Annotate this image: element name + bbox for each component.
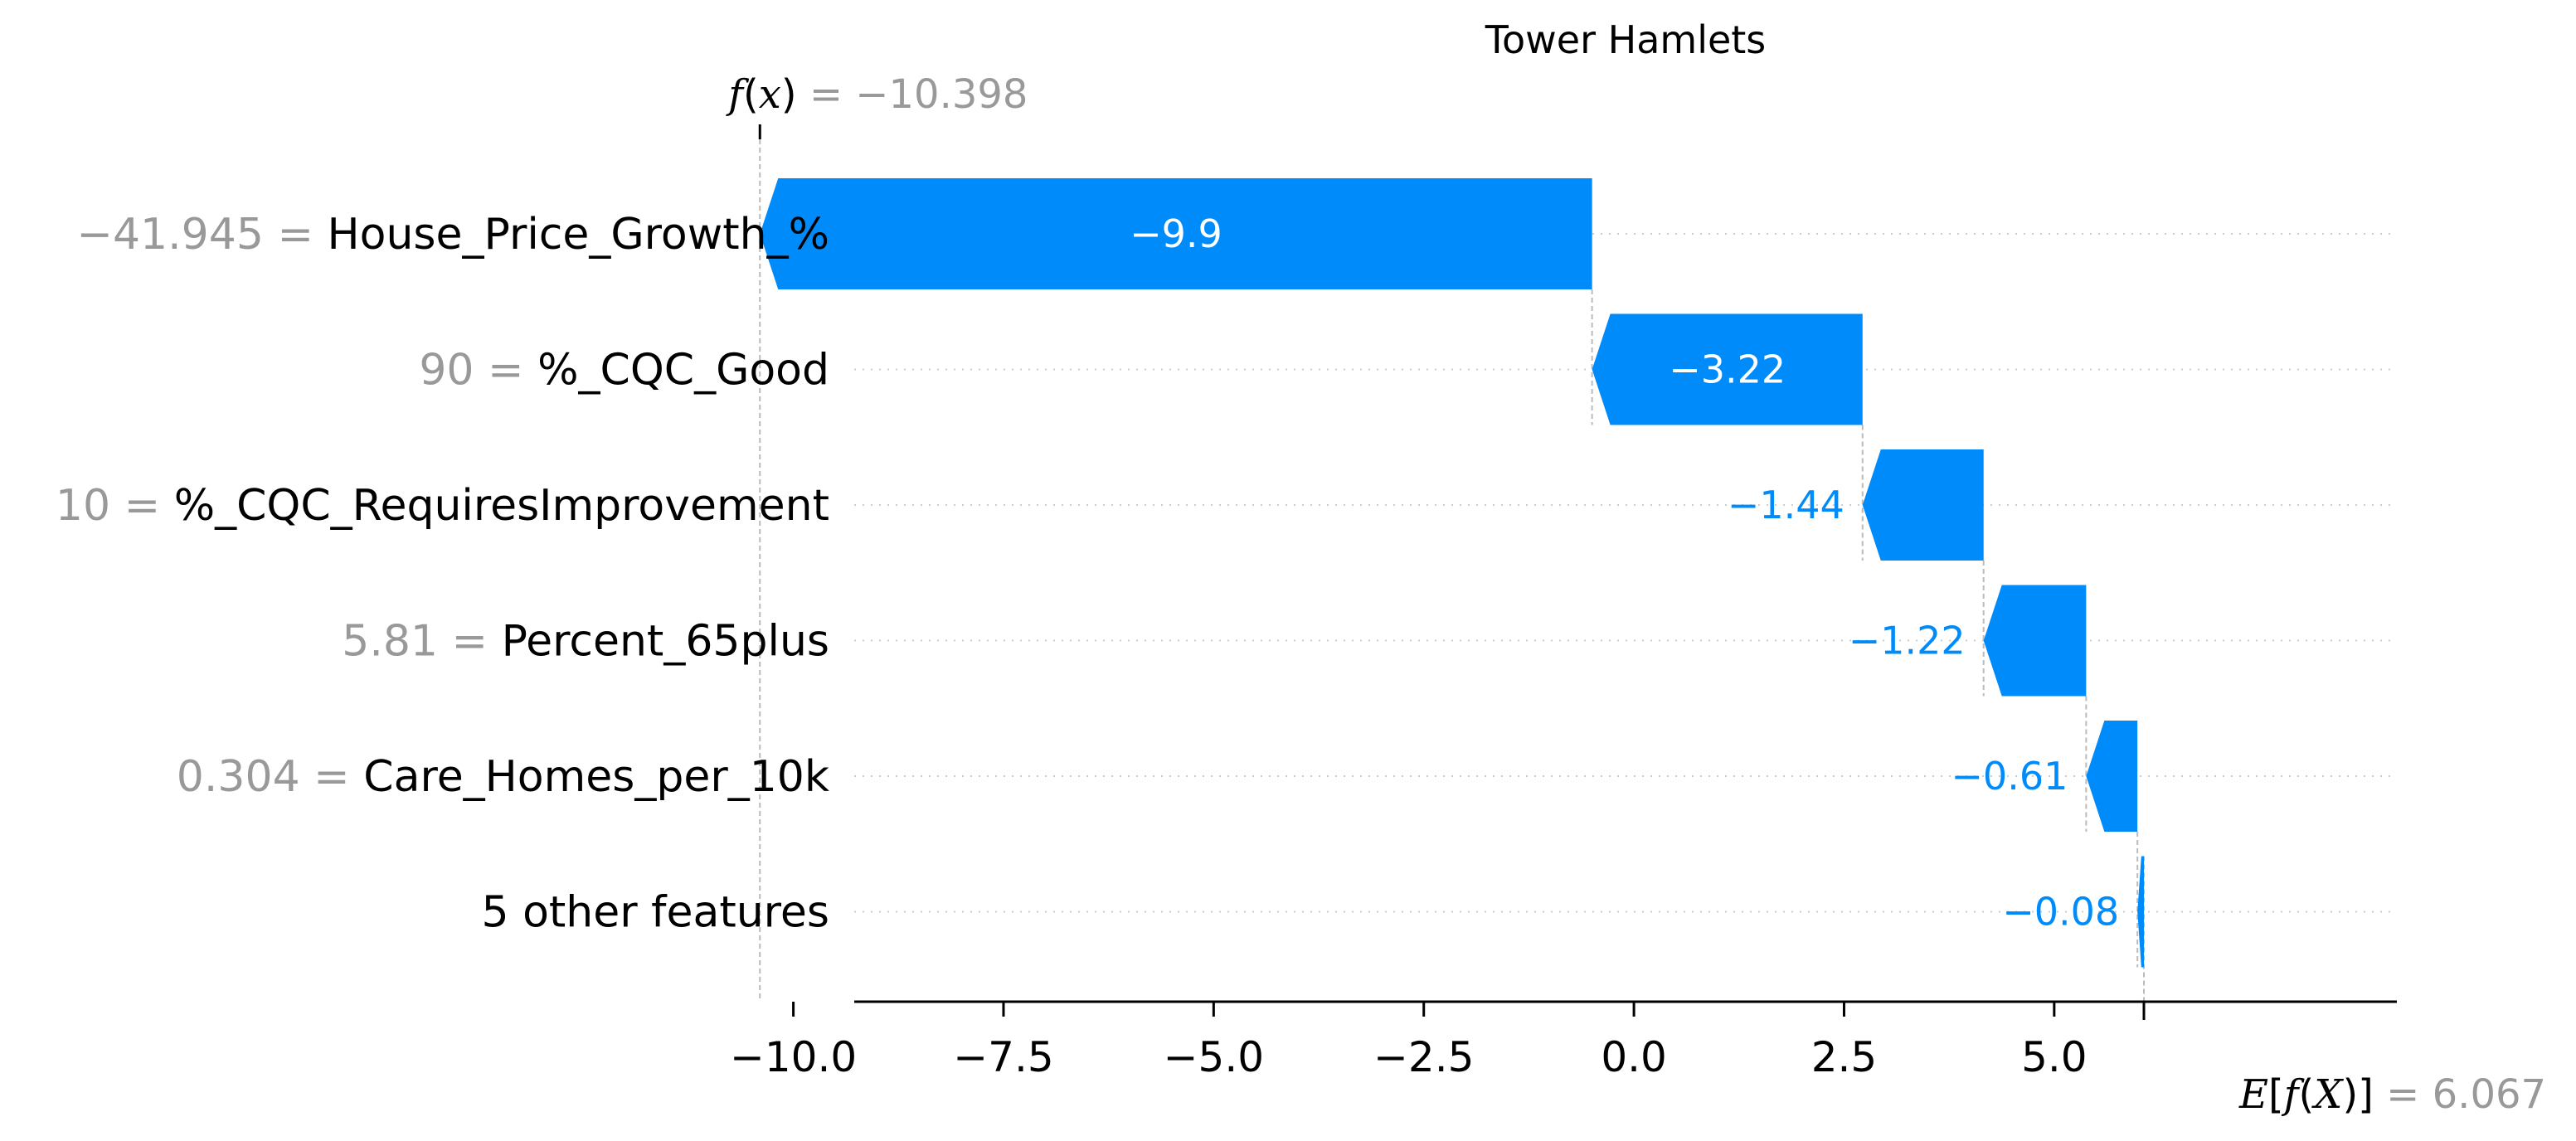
feature-labels: −9.9 −41.945 = House_Price_Growth_% −3.22 9…: [56, 210, 2119, 938]
feature-value: 90 =: [419, 346, 537, 396]
row-gridlines: [854, 233, 2397, 913]
feature-value: 5.81 =: [342, 617, 501, 667]
bar: [2086, 721, 2138, 832]
x-tick-label: 2.5: [1811, 1033, 1878, 1081]
feature-value: −41.945 =: [76, 210, 327, 260]
bar-value-label: −3.22: [1669, 347, 1786, 392]
fx-annotation: f(x) = −10.398: [726, 71, 1028, 139]
feature-name: Percent_65plus: [502, 617, 829, 667]
x-tick-label: −5.0: [1164, 1033, 1264, 1081]
x-tick-label: −7.5: [953, 1033, 1053, 1081]
x-tick-label: 0.0: [1601, 1033, 1667, 1081]
x-tick-label: 5.0: [2021, 1033, 2088, 1081]
bar: [1983, 585, 2087, 697]
feature-value: 0.304 =: [177, 752, 364, 802]
feature-label: 5.81 = Percent_65plus: [342, 617, 829, 667]
x-tick-label: −10.0: [730, 1033, 857, 1081]
x-axis: −10.0 −7.5 −5.0 −2.5 0.0 2.5 5.0: [730, 1000, 2397, 1081]
bars: [760, 178, 2144, 968]
feature-label: −41.945 = House_Price_Growth_%: [76, 210, 829, 260]
feature-label: 0.304 = Care_Homes_per_10k: [177, 752, 829, 802]
feature-name: Care_Homes_per_10k: [363, 752, 829, 802]
bar: [2137, 856, 2144, 968]
feature-value: 10 =: [56, 481, 174, 531]
bar-value-label: −1.22: [1849, 619, 1966, 663]
base-value-annotation: E[f(X)] = 6.067: [2238, 1071, 2546, 1118]
base-value: 6.067: [2433, 1071, 2546, 1118]
bar-value-label: −0.61: [1951, 754, 2068, 799]
x-tick-label: −2.5: [1373, 1033, 1474, 1081]
bar: [1862, 449, 1984, 561]
feature-name: House_Price_Growth_%: [328, 210, 829, 260]
bar: [760, 178, 1592, 289]
bar-value-label: −1.44: [1728, 483, 1845, 527]
feature-label: 10 = %_CQC_RequiresImprovement: [56, 481, 829, 531]
bar: [1592, 313, 1863, 425]
feature-name: %_CQC_RequiresImprovement: [174, 481, 829, 531]
feature-label: 90 = %_CQC_Good: [419, 346, 829, 396]
bar-value-label: −0.08: [2002, 890, 2119, 935]
feature-label: 5 other features: [481, 888, 829, 938]
feature-name: 5 other features: [481, 888, 829, 938]
fx-label: f(x) = −10.398: [726, 71, 1028, 118]
connector-lines: [759, 139, 2145, 1002]
chart-title: Tower Hamlets: [1485, 17, 1767, 62]
fx-value: −10.398: [855, 71, 1028, 118]
feature-name: %_CQC_Good: [537, 346, 829, 396]
bar-value-label: −9.9: [1130, 211, 1222, 256]
base-value-label: E[f(X)] = 6.067: [2238, 1071, 2546, 1118]
